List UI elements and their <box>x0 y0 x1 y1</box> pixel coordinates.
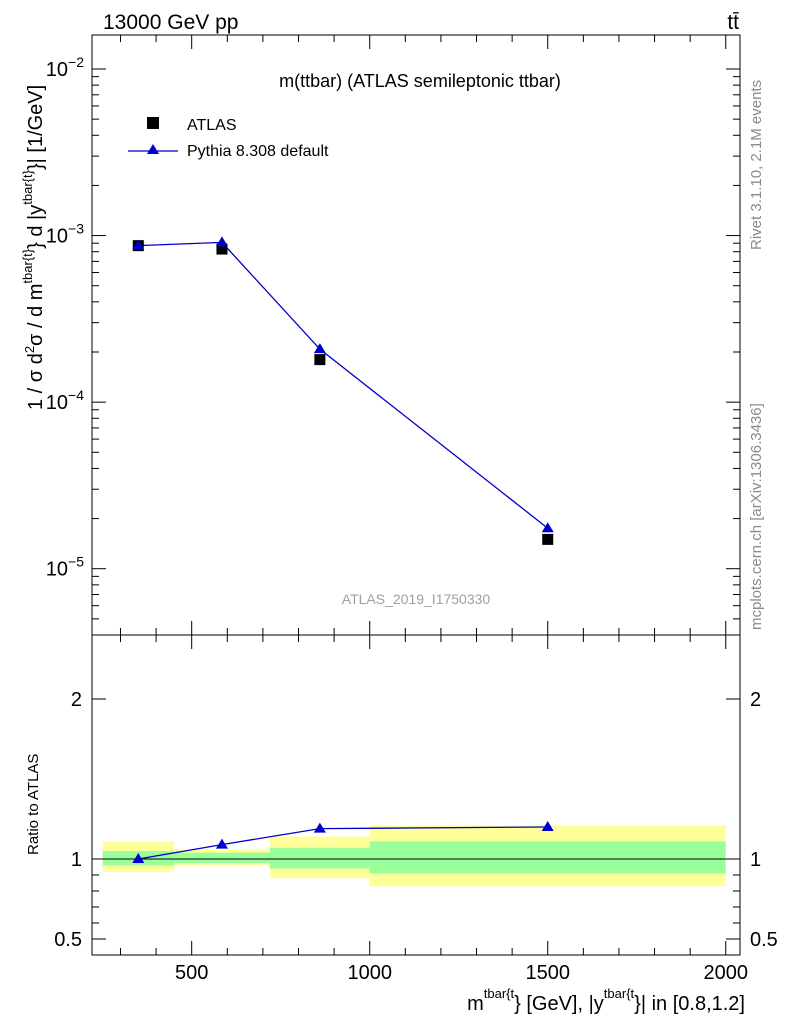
pythia-ratio-point <box>215 838 228 849</box>
pythia-main-point <box>215 236 228 247</box>
main-ticks <box>92 35 740 636</box>
x-axis-label: mtbar{t} [GeV], |ytbar{t}| in [0.8,1.2] <box>467 986 745 1015</box>
ratio-ticks <box>92 635 740 955</box>
legend-atlas-label: ATLAS <box>187 117 237 134</box>
ratio-band-green <box>270 847 370 869</box>
ratio-tick-labels: 0.5 0.5 1 1 2 2 500 1000 1500 2000 <box>54 689 778 984</box>
legend-pythia-marker <box>147 144 159 154</box>
ratio-y-axis-label: Ratio to ATLAS <box>25 754 42 855</box>
pythia-ratio-point <box>132 853 145 863</box>
pythia-main-line <box>138 241 549 529</box>
ratio-frame <box>91 634 741 956</box>
x-tick-label: 1000 <box>347 962 392 984</box>
main-y-axis-label-text: 1 / σ d2σ / d mtbar{t}} d |ytbar{t}}| [1… <box>20 85 47 410</box>
ratio-band-green <box>369 841 726 874</box>
ratio-band-green <box>173 852 271 863</box>
main-panel: 10−5 10−4 10−3 10−2 m(ttbar) (ATLAS semilep… <box>20 34 741 636</box>
atlas-main-point <box>216 243 228 255</box>
x-tick-label: 500 <box>175 962 208 984</box>
ratio-y-tick-label: 2 <box>71 689 82 711</box>
pythia-ratio-line <box>138 826 548 860</box>
main-y-axis-label: 1 / σ d2σ / d mtbar{t}} d |ytbar{t}}| [1… <box>20 85 47 410</box>
main-title: m(ttbar) (ATLAS semileptonic ttbar) <box>279 71 561 91</box>
ratio-data-layer <box>132 821 554 863</box>
ratio-y-tick-label-right: 2 <box>750 689 761 711</box>
ratio-bands <box>102 825 726 887</box>
main-y-tick-label: 10−2 <box>46 54 84 81</box>
main-y-tick-label: 10−3 <box>46 221 84 248</box>
main-y-tick-label: 10−4 <box>46 387 84 414</box>
mcplots-label: mcplots.cern.ch [arXiv:1306.3436] <box>748 403 765 630</box>
legend: ATLAS Pythia 8.308 default <box>128 117 329 160</box>
atlas-main-point <box>542 533 554 545</box>
legend-pythia-label: Pythia 8.308 default <box>187 143 329 160</box>
ratio-y-tick-label: 1 <box>71 849 82 871</box>
ratio-y-tick-label-right: 0.5 <box>750 929 778 951</box>
main-y-tick-label: 10−5 <box>46 554 84 581</box>
pythia-ratio-point <box>541 821 554 831</box>
legend-atlas-marker <box>147 117 159 129</box>
main-data-layer <box>132 236 554 545</box>
pythia-main-point <box>541 522 554 533</box>
main-y-tick-labels: 10−5 10−4 10−3 10−2 <box>46 54 84 581</box>
ratio-y-tick-label: 0.5 <box>54 929 82 951</box>
process-label: tt̄ <box>727 11 739 34</box>
rivet-label: Rivet 3.1.10, 2.1M events <box>748 80 765 250</box>
x-tick-label: 1500 <box>525 962 570 984</box>
ratio-panel: 0.5 0.5 1 1 2 2 500 1000 1500 2000 Ratio to ATLAS… <box>25 634 778 1015</box>
energy-label: 13000 GeV pp <box>103 11 238 34</box>
ratio-y-tick-label-right: 1 <box>750 849 761 871</box>
pythia-main-point <box>313 343 326 354</box>
pythia-main-point <box>132 239 145 250</box>
x-tick-label: 2000 <box>704 962 749 984</box>
atlas-main-point <box>314 354 326 366</box>
pythia-ratio-point <box>313 822 326 833</box>
analysis-watermark: ATLAS_2019_I1750330 <box>342 591 491 607</box>
